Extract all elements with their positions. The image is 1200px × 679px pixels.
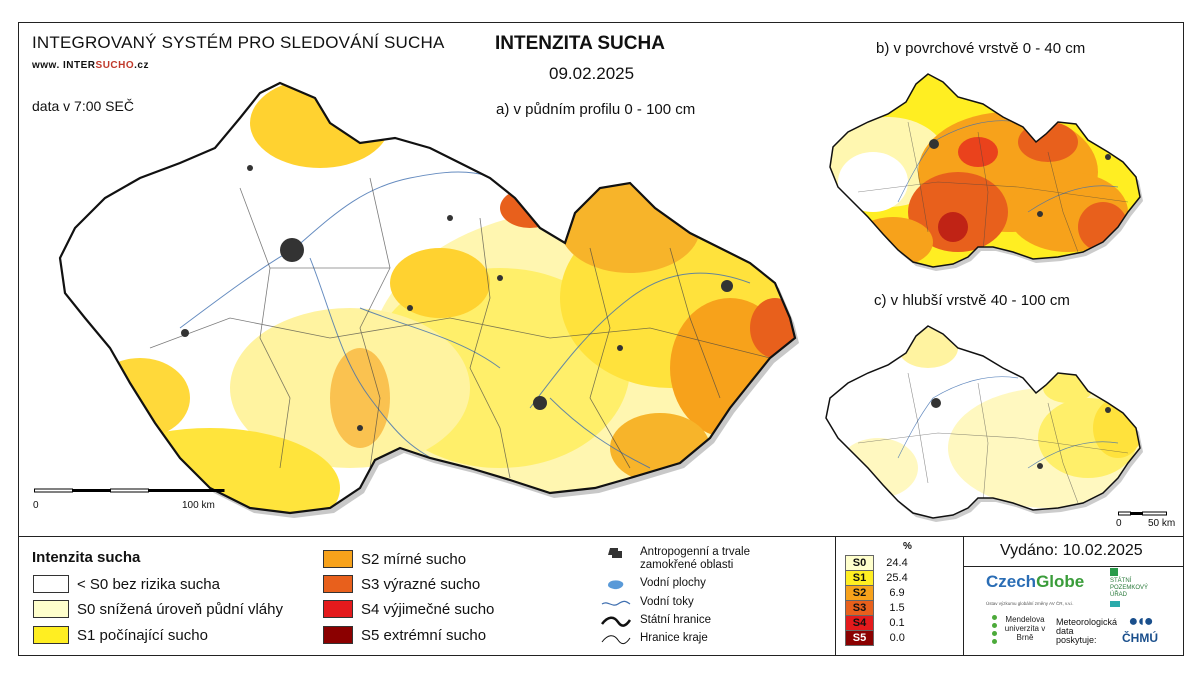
stats-value: 6.9 — [889, 587, 905, 599]
stats-right-separator — [963, 536, 964, 656]
stats-header: % — [903, 541, 912, 552]
stats-class: S0 — [845, 555, 874, 571]
legend-item-s2: S2 mírné sucho — [323, 550, 466, 568]
legend-item-s5: S5 extrémní sucho — [323, 626, 486, 644]
stats-row: S0 24.4 — [845, 555, 921, 571]
legend-swatch — [323, 550, 353, 568]
mendel-dots-icon — [992, 615, 998, 647]
website-link[interactable]: www. INTERSUCHO.cz — [32, 60, 149, 71]
legend-symbol-label: Státní hranice — [640, 614, 711, 626]
river-icon — [601, 600, 631, 606]
map-b-label: b) v povrchové vrstvě 0 - 40 cm — [876, 40, 1086, 57]
legend-separator — [18, 536, 1184, 537]
drought-map-surface — [829, 73, 1143, 271]
region-border-icon — [601, 635, 631, 645]
legend-item-s3: S3 výrazné sucho — [323, 575, 480, 593]
chmu-circles-icon: ●◖● — [1128, 613, 1154, 630]
stats-value: 0.0 — [889, 632, 905, 644]
stats-class: S4 — [845, 615, 874, 631]
stats-value: 25.4 — [886, 572, 908, 584]
stats-value: 0.1 — [889, 617, 905, 629]
czechglobe-logo: CzechGlobe — [986, 572, 1085, 591]
stats-row: S1 25.4 — [845, 570, 921, 586]
czechglobe-subtitle: Ústav výzkumu globální změny AV ČR, v.v.… — [986, 601, 1074, 606]
mendel-logo: Mendelova univerzita v Brně — [992, 615, 1050, 644]
legend-symbol-label: Vodní toky — [640, 596, 694, 608]
legend-label: < S0 bez rizika sucha — [77, 575, 220, 593]
scale-small-start: 0 — [1116, 518, 1122, 529]
legend-swatch — [323, 575, 353, 593]
spu-mark2-icon — [1110, 601, 1120, 607]
stats-class: S3 — [845, 600, 874, 616]
water-body-icon — [608, 580, 624, 590]
scale-main-end: 100 km — [182, 500, 215, 511]
stats-value: 1.5 — [889, 602, 905, 614]
stats-row: S3 1.5 — [845, 600, 921, 616]
drought-map-main — [58, 81, 799, 518]
spu-mark-icon — [1110, 568, 1118, 576]
stats-class: S1 — [845, 570, 874, 586]
data-time-note: data v 7:00 SEČ — [32, 98, 134, 114]
system-title: INTEGROVANÝ SYSTÉM PRO SLEDOVÁNÍ SUCHA — [32, 33, 445, 52]
legend-item-s1: S1 počínající sucho — [33, 626, 208, 644]
legend-swatch — [323, 626, 353, 644]
legend-symbol-label: Vodní plochy — [640, 577, 706, 589]
map-frame — [18, 22, 1184, 656]
legend-swatch — [33, 600, 69, 618]
issued-separator — [963, 566, 1184, 567]
mendel-text: Mendelova univerzita v Brně — [1004, 615, 1046, 642]
spu-logo: STÁTNÍ POZEMKOVÝ ÚŘAD — [1110, 568, 1160, 607]
drought-stats-table: S0 24.4 S1 25.4 S2 6.9 S3 1.5 S4 0.1 S5 0.0 — [845, 555, 921, 646]
chmu-text: ČHMÚ — [1122, 631, 1158, 645]
legend-label: S5 extrémní sucho — [361, 626, 487, 644]
stats-value: 24.4 — [886, 557, 908, 569]
legend-symbol-urban: Antropogenní a trvale zamokřené oblasti — [600, 546, 790, 572]
scale-main-start: 0 — [33, 500, 39, 511]
legend-symbol-region-border: Hranice kraje — [600, 632, 708, 646]
legend-swatch — [33, 575, 69, 593]
stats-row: S5 0.0 — [845, 630, 921, 646]
legend-item-s4: S4 výjimečné sucho — [323, 600, 494, 618]
stats-class: S2 — [845, 585, 874, 601]
legend-label: S4 výjimečné sucho — [361, 600, 495, 618]
met-data-note: Meteorologická data poskytuje: — [1056, 617, 1118, 645]
drought-map-deep — [825, 325, 1143, 522]
legend-symbol-label: Antropogenní a trvale zamokřené oblasti — [640, 546, 750, 571]
urban-area-icon — [608, 548, 622, 558]
map-a-label: a) v půdním profilu 0 - 100 cm — [496, 101, 696, 118]
legend-title: Intenzita sucha — [32, 549, 141, 566]
legend-symbol-state-border: Státní hranice — [600, 614, 711, 628]
legend-label: S3 výrazné sucho — [361, 575, 481, 593]
legend-symbol-label: Hranice kraje — [640, 632, 708, 644]
issued-date: Vydáno: 10.02.2025 — [1000, 542, 1143, 559]
legend-label: S2 mírné sucho — [361, 550, 467, 568]
stats-class: S5 — [845, 630, 874, 646]
legend-swatch — [323, 600, 353, 618]
stats-left-separator — [835, 536, 836, 656]
scale-bar-small — [1118, 511, 1167, 516]
main-title: INTENZITA SUCHA — [495, 33, 665, 54]
legend-label: S1 počínající sucho — [77, 626, 208, 644]
stats-row: S2 6.9 — [845, 585, 921, 601]
state-border-icon — [601, 616, 632, 627]
chmu-logo: ●◖● ČHMÚ — [1110, 613, 1170, 645]
stats-row: S4 0.1 — [845, 615, 921, 631]
scale-bar-main — [34, 488, 225, 493]
map-c-label: c) v hlubší vrstvě 40 - 100 cm — [874, 292, 1070, 309]
spu-text: STÁTNÍ POZEMKOVÝ ÚŘAD — [1110, 578, 1149, 598]
legend-swatch — [33, 626, 69, 644]
legend-item-s0: S0 snížená úroveň půdní vláhy — [33, 600, 283, 618]
scale-small-end: 50 km — [1148, 518, 1176, 529]
map-date: 09.02.2025 — [549, 64, 635, 83]
legend-item-none: < S0 bez rizika sucha — [33, 575, 220, 593]
legend-symbol-water: Vodní plochy — [600, 577, 706, 591]
legend-symbol-river: Vodní toky — [600, 596, 694, 610]
legend-label: S0 snížená úroveň půdní vláhy — [77, 600, 283, 618]
